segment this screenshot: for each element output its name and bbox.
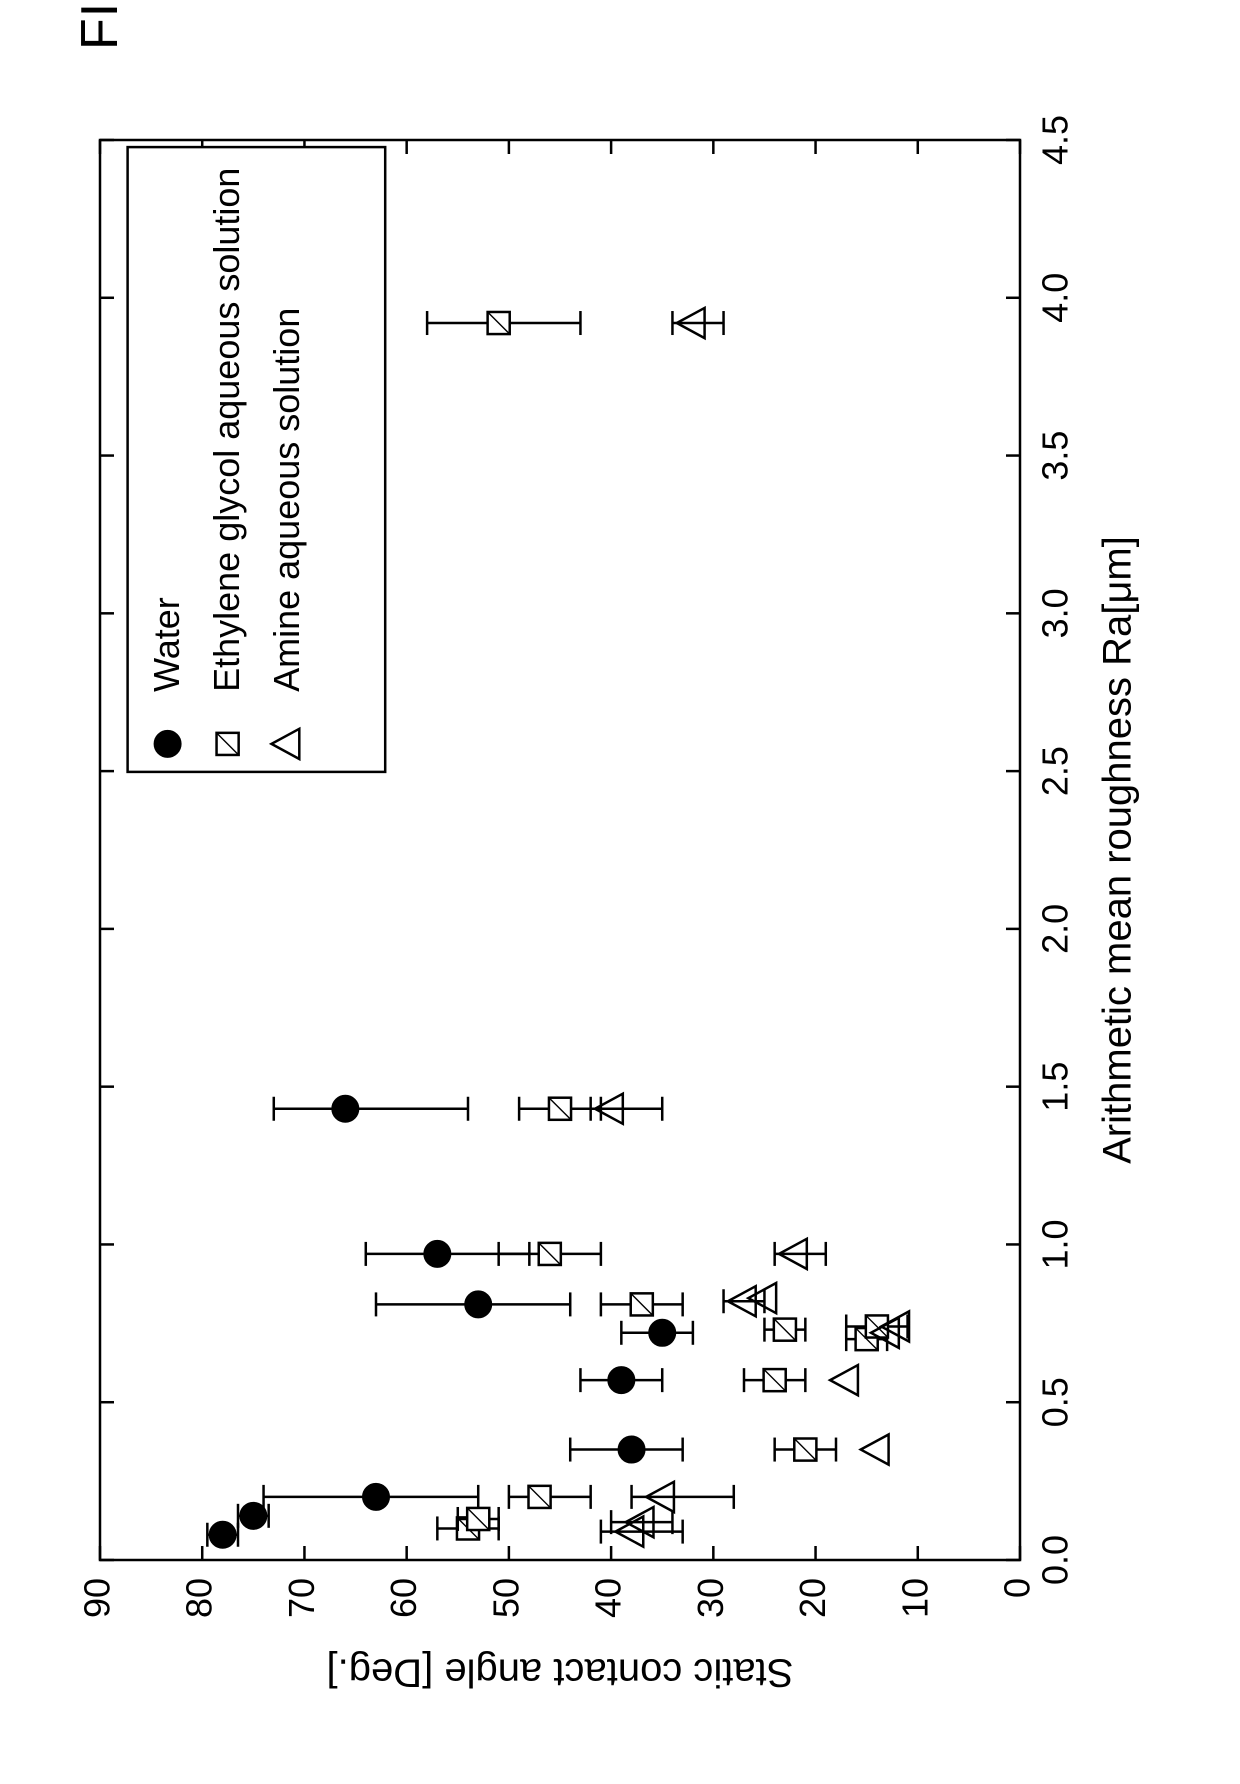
svg-text:Ethylene glycol aqueous soluti: Ethylene glycol aqueous solution (206, 168, 247, 692)
svg-text:4.5: 4.5 (1035, 115, 1076, 165)
svg-text:Water: Water (146, 597, 187, 692)
svg-text:50: 50 (485, 1578, 526, 1618)
series (427, 311, 907, 1540)
page: FIG. 1 0.00.51.01.52.02.53.03.54.04.5010… (0, 0, 1240, 1784)
svg-text:2.0: 2.0 (1035, 904, 1076, 954)
scatter-chart: 0.0 0.5 1.0 1.5 2.0 2.5 3.0 3.5 4.0 4.5 0 10 20 30 40 5… (40, 40, 1220, 1760)
svg-text:4.0: 4.0 (1035, 273, 1076, 323)
svg-text:60: 60 (383, 1578, 424, 1618)
svg-text:3.0: 3.0 (1035, 588, 1076, 638)
svg-text:40: 40 (588, 1578, 629, 1618)
svg-text:10: 10 (894, 1578, 935, 1618)
legend: Water Ethylene glycol aqueous solution Ami… (128, 147, 386, 772)
svg-text:70: 70 (281, 1578, 322, 1618)
svg-text:1.5: 1.5 (1035, 1062, 1076, 1112)
svg-text:0.0: 0.0 (1035, 1535, 1076, 1585)
svg-text:Arithmetic mean roughness Ra[μ: Arithmetic mean roughness Ra[μm] (1096, 536, 1140, 1164)
svg-text:30: 30 (690, 1578, 731, 1618)
svg-text:90: 90 (77, 1578, 118, 1618)
svg-text:Static contact angle [Deg.]: Static contact angle [Deg.] (327, 1650, 794, 1694)
series (591, 308, 909, 1547)
svg-text:80: 80 (179, 1578, 220, 1618)
svg-text:20: 20 (792, 1578, 833, 1618)
svg-text:0.5: 0.5 (1035, 1377, 1076, 1427)
svg-text:0: 0 (997, 1578, 1038, 1598)
svg-text:3.5: 3.5 (1035, 431, 1076, 481)
chart-container: 0.0 0.5 1.0 1.5 2.0 2.5 3.0 3.5 4.0 4.5 0 10 20 30 40 5… (40, 40, 1220, 1760)
svg-text:2.5: 2.5 (1035, 746, 1076, 796)
svg-text:Amine aqueous solution: Amine aqueous solution (266, 308, 307, 692)
svg-text:1.0: 1.0 (1035, 1219, 1076, 1269)
